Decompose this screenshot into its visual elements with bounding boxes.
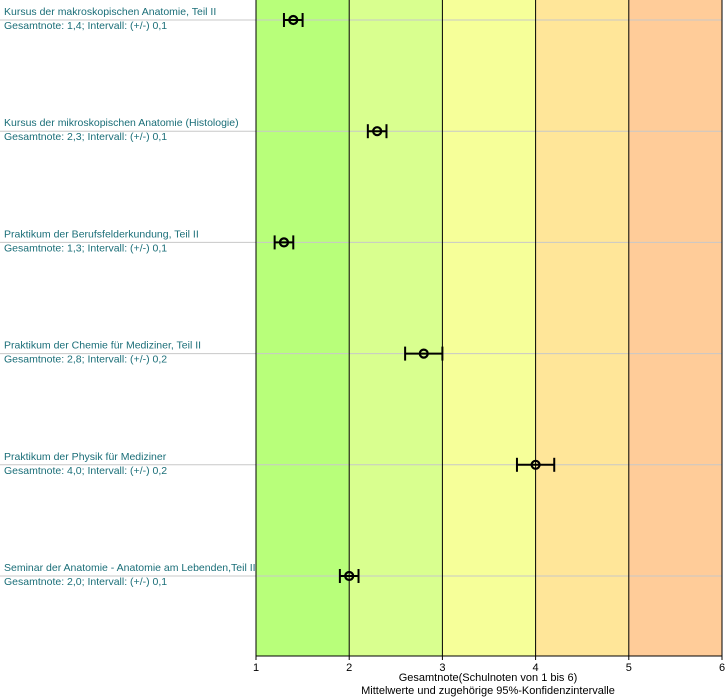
error-bar-group xyxy=(366,124,388,139)
grade-band-2 xyxy=(349,0,443,656)
x-tick-label: 6 xyxy=(719,662,725,674)
category-label: Kursus der mikroskopischen Anatomie (His… xyxy=(4,117,239,129)
x-tick-label: 5 xyxy=(626,662,632,674)
grade-band-4 xyxy=(535,0,629,656)
error-bar-group xyxy=(404,346,444,361)
category-detail: Gesamtnote: 2,3; Intervall: (+/-) 0,1 xyxy=(4,131,167,143)
category-detail: Gesamtnote: 4,0; Intervall: (+/-) 0,2 xyxy=(4,465,167,477)
mean-point xyxy=(278,237,290,248)
category-detail: Gesamtnote: 2,8; Intervall: (+/-) 0,2 xyxy=(4,354,167,366)
vertical-gridlines xyxy=(255,0,723,660)
x-tick-label: 2 xyxy=(346,662,352,674)
x-axis: 1 2 3 4 5 6 xyxy=(253,655,725,674)
error-bar-group xyxy=(273,235,295,250)
category-label: Praktikum der Physik für Mediziner xyxy=(4,451,167,463)
category-detail: Gesamtnote: 1,3; Intervall: (+/-) 0,1 xyxy=(4,242,167,254)
error-bar-group xyxy=(515,457,556,472)
data-marks xyxy=(273,13,556,583)
error-bar-group xyxy=(338,569,360,583)
mean-point xyxy=(288,14,299,26)
category-detail: Gesamtnote: 2,0; Intervall: (+/-) 0,1 xyxy=(4,576,167,588)
category-label: Seminar der Anatomie - Anatomie am Leben… xyxy=(4,562,256,574)
x-axis-title-line1: Gesamtnote(Schulnoten von 1 bis 6) xyxy=(399,672,578,684)
category-detail: Gesamtnote: 1,4; Intervall: (+/-) 0,1 xyxy=(4,20,167,32)
row-gridlines xyxy=(0,19,722,577)
category-labels: Kursus der makroskopischen Anatomie, Tei… xyxy=(4,6,256,588)
category-label: Praktikum der Berufsfelderkundung, Teil … xyxy=(4,228,199,240)
category-label: Kursus der makroskopischen Anatomie, Tei… xyxy=(4,6,216,18)
grade-band-1 xyxy=(256,0,350,656)
mean-point xyxy=(418,348,429,359)
x-tick-label: 1 xyxy=(253,662,259,674)
mean-point xyxy=(530,459,541,470)
grade-bands xyxy=(256,0,722,656)
x-tick-label: 3 xyxy=(439,662,445,674)
x-tick-label: 4 xyxy=(533,662,539,674)
grade-band-3 xyxy=(442,0,536,656)
category-label: Praktikum der Chemie für Mediziner, Teil… xyxy=(4,340,201,352)
grade-band-5 xyxy=(628,0,722,656)
x-axis-title-line2: Mittelwerte und zugehörige 95%-Konfidenz… xyxy=(361,685,615,697)
mean-point xyxy=(372,126,383,137)
error-bar-group xyxy=(282,13,304,27)
mean-point xyxy=(344,570,355,582)
